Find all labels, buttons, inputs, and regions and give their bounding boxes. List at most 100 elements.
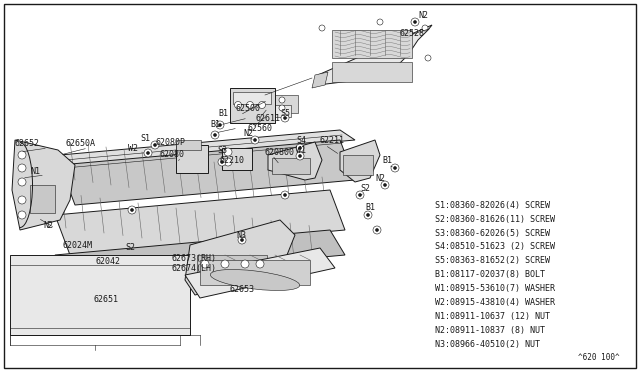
Polygon shape: [185, 220, 295, 295]
Circle shape: [256, 260, 264, 268]
Circle shape: [218, 158, 226, 166]
Circle shape: [224, 158, 232, 166]
Text: B1: B1: [382, 155, 392, 164]
Text: ^620 100^: ^620 100^: [579, 353, 620, 362]
Bar: [230, 88, 275, 123]
Text: S2: S2: [125, 244, 135, 253]
Text: N2: N2: [375, 173, 385, 183]
Text: N3:08966-40510(2) NUT: N3:08966-40510(2) NUT: [435, 340, 540, 350]
Text: S3:08360-62026(5) SCREW: S3:08360-62026(5) SCREW: [435, 228, 550, 237]
Text: 620800: 620800: [265, 148, 295, 157]
Circle shape: [298, 147, 301, 150]
Text: W1: W1: [296, 145, 306, 154]
Text: N2: N2: [243, 128, 253, 138]
Text: 62024M: 62024M: [62, 241, 92, 250]
Circle shape: [281, 114, 289, 122]
Circle shape: [425, 55, 431, 61]
Circle shape: [253, 138, 257, 141]
Bar: [332, 30, 412, 58]
Text: 62211: 62211: [320, 135, 345, 144]
Circle shape: [296, 152, 304, 160]
Circle shape: [221, 160, 223, 164]
Circle shape: [376, 228, 378, 231]
Text: B1: B1: [218, 109, 228, 118]
Circle shape: [377, 19, 383, 25]
Circle shape: [296, 144, 304, 152]
Circle shape: [319, 25, 325, 31]
Bar: [30, 185, 55, 213]
Circle shape: [211, 131, 219, 139]
Bar: [343, 155, 373, 175]
Ellipse shape: [211, 270, 300, 291]
Circle shape: [18, 196, 26, 204]
Text: 62651: 62651: [93, 295, 118, 305]
Polygon shape: [55, 190, 345, 255]
Circle shape: [147, 151, 150, 154]
Circle shape: [251, 136, 259, 144]
Text: 62210: 62210: [220, 155, 245, 164]
Circle shape: [356, 191, 364, 199]
Circle shape: [298, 154, 301, 157]
Circle shape: [234, 102, 241, 109]
Bar: [272, 158, 310, 174]
Circle shape: [279, 97, 285, 103]
Text: S5: S5: [280, 109, 290, 118]
Bar: [176, 140, 201, 150]
Text: S3: S3: [217, 145, 227, 154]
Polygon shape: [12, 140, 75, 230]
Circle shape: [373, 226, 381, 234]
Text: N2:08911-10837 (8) NUT: N2:08911-10837 (8) NUT: [435, 327, 545, 336]
Circle shape: [422, 25, 428, 31]
Circle shape: [394, 167, 397, 170]
Polygon shape: [60, 130, 355, 165]
Circle shape: [221, 260, 229, 268]
Circle shape: [224, 148, 232, 156]
Circle shape: [241, 260, 249, 268]
Circle shape: [383, 183, 387, 186]
Text: N2: N2: [43, 221, 53, 230]
Polygon shape: [60, 140, 355, 205]
Text: B1: B1: [210, 119, 220, 128]
Text: W2: W2: [128, 144, 138, 153]
Bar: [222, 148, 252, 170]
Circle shape: [18, 164, 26, 172]
Circle shape: [259, 102, 266, 109]
Circle shape: [144, 149, 152, 157]
Text: S1: S1: [140, 134, 150, 142]
Circle shape: [238, 236, 246, 244]
Bar: [10, 255, 190, 335]
Text: S2:08360-81626(11) SCREW: S2:08360-81626(11) SCREW: [435, 215, 555, 224]
Polygon shape: [268, 142, 322, 180]
Text: N1:08911-10637 (12) NUT: N1:08911-10637 (12) NUT: [435, 312, 550, 321]
Circle shape: [284, 193, 287, 196]
Text: 62653: 62653: [230, 285, 255, 295]
Circle shape: [18, 178, 26, 186]
Circle shape: [128, 206, 136, 214]
Text: B1: B1: [365, 202, 375, 212]
Bar: [176, 145, 208, 173]
Text: 62611: 62611: [255, 113, 280, 122]
Polygon shape: [312, 72, 328, 88]
Circle shape: [218, 124, 221, 126]
Circle shape: [364, 211, 372, 219]
Circle shape: [284, 116, 287, 119]
Text: S1:08360-82026(4) SCREW: S1:08360-82026(4) SCREW: [435, 201, 550, 209]
Circle shape: [214, 134, 216, 137]
Polygon shape: [340, 140, 380, 182]
Bar: [233, 92, 271, 104]
Text: S5:08363-81652(2) SCREW: S5:08363-81652(2) SCREW: [435, 257, 550, 266]
Polygon shape: [55, 230, 345, 280]
Circle shape: [367, 214, 369, 217]
Bar: [273, 105, 291, 117]
Text: S4:08510-51623 (2) SCREW: S4:08510-51623 (2) SCREW: [435, 243, 555, 251]
Text: W1:08915-53610(7) WASHER: W1:08915-53610(7) WASHER: [435, 285, 555, 294]
Circle shape: [18, 151, 26, 159]
Circle shape: [18, 211, 26, 219]
Text: S4: S4: [296, 135, 306, 144]
Text: N3: N3: [236, 231, 246, 240]
Text: 62673(RH): 62673(RH): [172, 253, 217, 263]
Text: 62042: 62042: [95, 257, 120, 266]
Circle shape: [381, 181, 389, 189]
Text: 62652: 62652: [14, 138, 39, 148]
Polygon shape: [318, 25, 432, 85]
